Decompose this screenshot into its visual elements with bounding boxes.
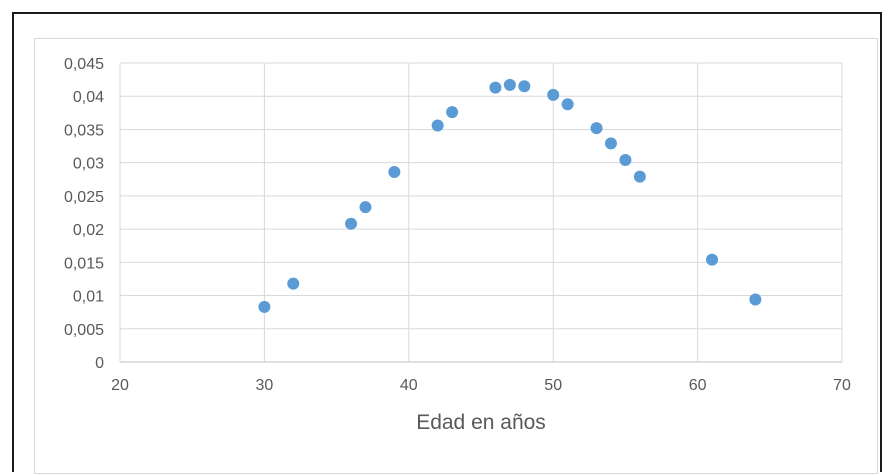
data-point: [258, 300, 271, 313]
x-tick-label: 40: [400, 377, 418, 394]
data-point: [489, 81, 502, 94]
data-point: [590, 122, 603, 135]
data-point: [431, 119, 444, 132]
data-point: [604, 137, 617, 150]
data-point: [359, 201, 372, 214]
data-point: [287, 277, 300, 290]
x-axis-ticks: 20 30 40 50 60 70: [111, 377, 851, 394]
x-tick-label: 20: [111, 377, 129, 394]
gridlines: [119, 62, 843, 363]
data-point: [633, 170, 646, 183]
data-point: [547, 88, 560, 101]
y-tick-label: 0: [95, 355, 104, 372]
x-tick-label: 70: [833, 377, 851, 394]
x-tick-label: 50: [544, 377, 562, 394]
data-point: [518, 80, 531, 93]
data-point: [388, 165, 401, 178]
y-tick-label: 0,005: [64, 322, 104, 339]
data-point: [706, 253, 719, 266]
y-tick-label: 0,025: [64, 189, 104, 206]
y-tick-label: 0,03: [73, 156, 104, 173]
x-tick-label: 30: [256, 377, 274, 394]
data-point: [345, 217, 358, 230]
data-point: [619, 154, 632, 167]
data-point: [749, 293, 762, 306]
y-tick-label: 0,04: [73, 89, 104, 106]
y-axis-ticks: 0 0,005 0,01 0,015 0,02 0,025 0,03 0,035 0,04 0,0…: [64, 56, 104, 372]
data-points: [258, 78, 762, 313]
data-point: [561, 98, 574, 111]
y-tick-label: 0,045: [64, 56, 104, 73]
data-point: [446, 106, 459, 119]
data-point: [503, 78, 516, 91]
x-tick-label: 60: [689, 377, 707, 394]
x-axis-title: Edad en años: [416, 411, 546, 434]
y-tick-label: 0,035: [64, 122, 104, 139]
y-tick-label: 0,015: [64, 255, 104, 272]
y-tick-label: 0,01: [73, 289, 104, 306]
y-tick-label: 0,02: [73, 222, 104, 239]
